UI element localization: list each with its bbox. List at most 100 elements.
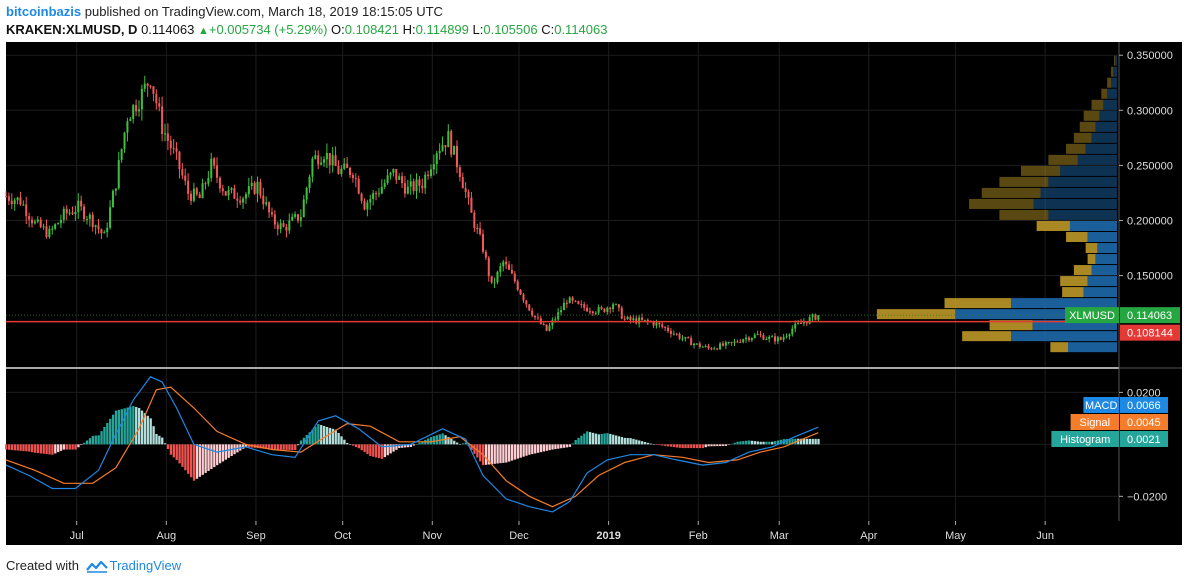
macd-histogram-bar xyxy=(97,435,100,445)
macd-histogram-bar xyxy=(557,444,560,449)
macd-histogram-bar xyxy=(149,418,152,445)
macd-histogram-bar xyxy=(695,444,699,449)
candle-down xyxy=(799,323,803,325)
candle-down xyxy=(100,229,103,234)
candle-up xyxy=(435,153,438,165)
macd-histogram-bar xyxy=(652,444,655,445)
candle-up xyxy=(496,271,499,283)
candle-up xyxy=(117,159,120,189)
candle-down xyxy=(25,204,28,217)
macd-histogram-bar xyxy=(693,444,696,449)
candle-up xyxy=(557,312,560,320)
candle-down xyxy=(395,168,398,180)
candle-up xyxy=(51,228,54,230)
candle-up xyxy=(250,182,253,187)
macd-histogram-bar xyxy=(675,444,679,448)
candle-up xyxy=(294,214,297,217)
macd-histogram-bar xyxy=(444,435,447,445)
candle-up xyxy=(377,193,380,195)
macd-histogram-bar xyxy=(311,429,314,445)
candle-up xyxy=(811,314,814,318)
macd-histogram-bar xyxy=(525,444,528,456)
time-scale[interactable] xyxy=(6,521,1182,545)
candle-up xyxy=(288,220,291,231)
candle-down xyxy=(239,200,242,203)
open-label: O: xyxy=(331,22,345,37)
macd-histogram-bar xyxy=(429,437,433,445)
candle-down xyxy=(4,196,8,198)
volume-profile-up-bar xyxy=(1114,55,1116,66)
chart-canvas[interactable]: 0.350000 0.300000 0.250000 0.200000 0.150000… xyxy=(0,40,1188,548)
macd-histogram-bar xyxy=(724,444,728,446)
time-tick-label: Sep xyxy=(246,530,266,542)
macd-histogram-bar xyxy=(536,444,540,453)
macd-histogram-bar xyxy=(681,444,684,449)
last-price-tag-value-text: 0.114063 xyxy=(1127,310,1172,322)
candle-down xyxy=(814,314,817,320)
macd-histogram-bar xyxy=(560,444,563,449)
macd-histogram-bar xyxy=(629,438,632,445)
candle-down xyxy=(233,188,236,199)
macd-histogram-bar xyxy=(155,433,158,445)
candle-up xyxy=(750,337,753,341)
candle-up xyxy=(802,322,805,324)
volume-profile-down-bar xyxy=(1091,132,1117,143)
macd-histogram-bar xyxy=(640,441,644,445)
candle-up xyxy=(441,145,444,151)
candle-up xyxy=(42,226,45,228)
candle-down xyxy=(603,308,606,312)
macd-histogram-bar xyxy=(750,440,754,445)
macd-histogram-bar xyxy=(773,441,777,445)
macd-histogram-bar xyxy=(77,444,80,448)
candle-down xyxy=(646,319,649,322)
candle-down xyxy=(586,307,589,312)
change-value: +0.005734 (+5.29%) xyxy=(208,22,328,37)
macd-histogram-bar xyxy=(473,444,476,454)
macd-histogram-bar xyxy=(57,444,60,453)
candle-up xyxy=(22,204,25,206)
macd-histogram-bar xyxy=(294,444,297,451)
candle-down xyxy=(224,191,227,196)
macd-histogram-bar xyxy=(146,415,149,445)
candle-down xyxy=(464,188,467,192)
macd-histogram-bar xyxy=(719,444,722,447)
macd-histogram-bar xyxy=(655,444,658,445)
candle-up xyxy=(247,186,250,195)
volume-profile-down-bar xyxy=(955,309,1117,320)
candle-down xyxy=(363,200,366,210)
macd-histogram-bar xyxy=(496,444,499,464)
candle-down xyxy=(161,106,164,134)
time-tick-label: May xyxy=(945,530,966,542)
candle-down xyxy=(10,200,13,205)
candle-up xyxy=(265,202,268,205)
candle-down xyxy=(580,303,583,305)
macd-histogram-bar xyxy=(36,444,40,454)
macd-histogram-bar xyxy=(85,440,89,445)
candle-up xyxy=(123,132,126,149)
macd-histogram-bar xyxy=(129,406,132,445)
tradingview-brand-link[interactable]: TradingView xyxy=(109,558,182,573)
candle-down xyxy=(334,155,337,167)
volume-profile-down-bar xyxy=(1068,342,1117,353)
macd-tick-label: −0.0200 xyxy=(1127,491,1167,503)
macd-histogram-bar xyxy=(508,444,511,462)
macd-histogram-bar xyxy=(210,444,213,470)
macd-histogram-bar xyxy=(487,444,491,465)
volume-profile-up-bar xyxy=(876,309,956,320)
candle-up xyxy=(109,207,112,228)
macd-histogram-bar xyxy=(568,444,572,447)
candle-down xyxy=(412,181,415,192)
author-name[interactable]: bitcoinbazis xyxy=(6,4,82,19)
candle-up xyxy=(192,188,195,201)
macd-histogram-bar xyxy=(114,410,118,445)
low-label: L: xyxy=(472,22,484,37)
macd-histogram-bar xyxy=(65,444,69,450)
candle-up xyxy=(655,322,658,326)
macd-lines xyxy=(5,376,819,513)
macd-histogram-bar xyxy=(227,444,230,458)
candle-up xyxy=(742,339,745,343)
macd-histogram-bar xyxy=(16,444,19,451)
candle-up xyxy=(493,282,496,284)
macd-histogram-bar xyxy=(528,444,531,455)
candle-up xyxy=(727,342,730,344)
